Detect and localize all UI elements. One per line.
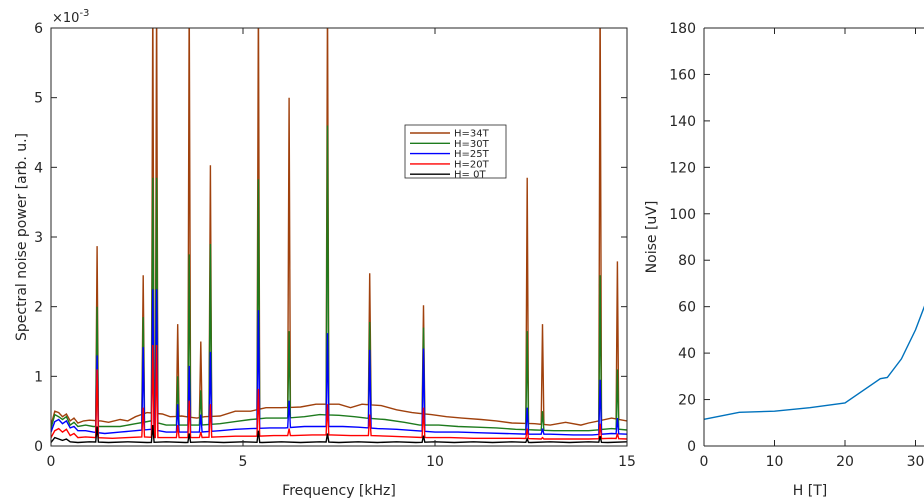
y-tick-label: 40 bbox=[678, 346, 696, 362]
y-tick-label: 60 bbox=[678, 300, 696, 316]
spectrum-y-ticks: 0 1 2 3 4 5 6 bbox=[34, 21, 627, 455]
y-tick-label: 20 bbox=[678, 393, 696, 409]
noise-x-ticks: 0 10 20 30 bbox=[700, 28, 924, 470]
y-tick-label: 100 bbox=[669, 207, 696, 223]
noise-y-axis-label: Noise [uV] bbox=[644, 201, 660, 274]
legend-label: H= 0T bbox=[454, 170, 486, 181]
y-tick-label: 4 bbox=[34, 160, 43, 176]
noise-series-group bbox=[703, 305, 924, 420]
y-tick-label: 80 bbox=[678, 253, 696, 269]
x-tick-label: 15 bbox=[618, 454, 636, 470]
noise-vs-field-chart: 0 10 20 30 0 20 40 60 80 100 120 140 160 180 H [T] N… bbox=[644, 21, 924, 499]
y-tick-label: 6 bbox=[34, 21, 43, 37]
x-tick-label: 0 bbox=[700, 454, 709, 470]
x-tick-label: 0 bbox=[47, 454, 56, 470]
x-tick-label: 20 bbox=[836, 454, 854, 470]
y-tick-label: 3 bbox=[34, 230, 43, 246]
series-line-3 bbox=[51, 344, 627, 440]
x-tick-label: 10 bbox=[426, 454, 444, 470]
noise-plot-area bbox=[704, 28, 924, 446]
legend-label: H=25T bbox=[454, 149, 490, 160]
noise-y-ticks: 0 20 40 60 80 100 120 140 160 180 bbox=[669, 21, 710, 455]
y-tick-label: 180 bbox=[669, 21, 696, 37]
series-line-4 bbox=[51, 425, 627, 444]
legend-label: H=34T bbox=[454, 129, 490, 140]
noise-series-line-0 bbox=[703, 305, 924, 420]
spectrum-x-axis-label: Frequency [kHz] bbox=[282, 483, 396, 499]
series-line-2 bbox=[51, 289, 627, 436]
spectrum-series-group bbox=[51, 28, 627, 444]
y-tick-label: 160 bbox=[669, 67, 696, 83]
x-tick-label: 30 bbox=[907, 454, 924, 470]
spectrum-chart: 0 5 10 15 0 1 2 3 4 5 6 ×10-3 Frequency [kHz] Spe… bbox=[14, 8, 636, 499]
noise-x-axis-label: H [T] bbox=[793, 483, 827, 499]
spectrum-x-ticks: 0 5 10 15 bbox=[47, 28, 636, 470]
legend-label: H=20T bbox=[454, 159, 490, 170]
spectrum-plot-area bbox=[51, 28, 627, 446]
y-tick-label: 2 bbox=[34, 300, 43, 316]
y-tick-label: 0 bbox=[687, 439, 696, 455]
legend-label: H=30T bbox=[454, 139, 490, 150]
x-tick-label: 5 bbox=[239, 454, 248, 470]
y-tick-label: 1 bbox=[34, 369, 43, 385]
y-tick-label: 140 bbox=[669, 114, 696, 130]
y-tick-label: 0 bbox=[34, 439, 43, 455]
legend-box bbox=[404, 124, 507, 179]
x-tick-label: 10 bbox=[766, 454, 784, 470]
spectrum-y-axis-label: Spectral noise power [arb. u.] bbox=[14, 133, 30, 341]
y-tick-label: 5 bbox=[34, 91, 43, 107]
y-tick-label: 120 bbox=[669, 160, 696, 176]
spectrum-exponent-label: ×10-3 bbox=[52, 8, 89, 26]
